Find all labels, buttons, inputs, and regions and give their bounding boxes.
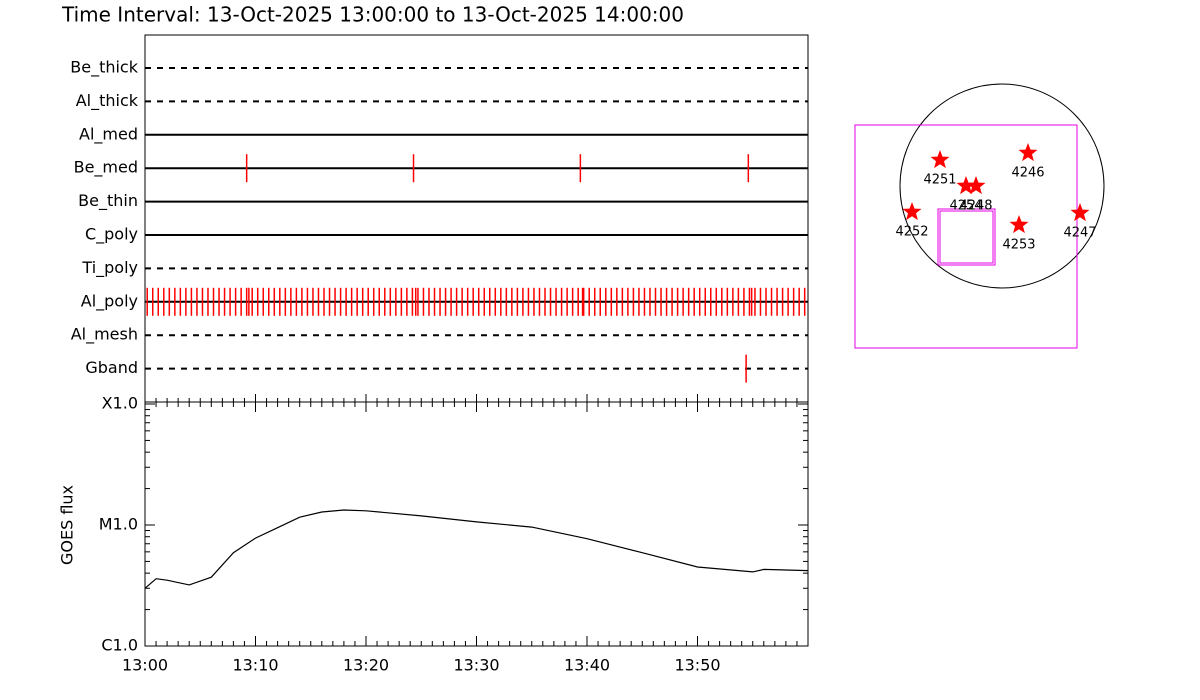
row-label: Be_med (74, 158, 138, 178)
y-tick-label: X1.0 (102, 394, 138, 413)
region-label: 4248 (959, 199, 992, 214)
region-star (1070, 203, 1090, 222)
region-star (930, 150, 950, 169)
region-label: 4247 (1063, 226, 1096, 241)
x-tick-label: 13:00 (122, 656, 168, 675)
x-tick-label: 13:20 (343, 656, 389, 675)
x-tick-label: 13:40 (564, 656, 610, 675)
row-label: Be_thin (78, 191, 138, 211)
field-of-view (854, 124, 1078, 349)
region-label: 4253 (1002, 238, 1035, 253)
solar-disk (899, 83, 1105, 289)
y-axis-label: GOES flux (58, 485, 77, 565)
goes-curve (144, 509, 809, 589)
region-star (966, 176, 986, 195)
row-label: Al_thick (76, 91, 139, 111)
region-star (956, 176, 976, 195)
field-of-view-small (937, 208, 996, 266)
region-label: 4254 (949, 199, 982, 214)
row-label: C_poly (85, 225, 138, 245)
row-label: Be_thick (70, 58, 138, 78)
row-label: Al_mesh (71, 325, 138, 345)
y-tick-label: M1.0 (99, 515, 138, 534)
region-label: 4251 (923, 173, 956, 188)
y-tick-label: C1.0 (101, 636, 138, 655)
title: Time Interval: 13-Oct-2025 13:00:00 to 1… (61, 3, 684, 27)
timeline-frame (144, 34, 809, 403)
region-label: 4246 (1011, 166, 1044, 181)
row-label: Gband (85, 358, 138, 377)
x-tick-label: 13:50 (674, 656, 720, 675)
x-tick-label: 13:10 (232, 656, 278, 675)
region-star (1009, 215, 1029, 234)
goes-frame (144, 401, 809, 647)
row-label: Ti_poly (81, 258, 138, 278)
region-star (1018, 143, 1038, 162)
field-of-view-small (939, 210, 994, 264)
row-label: Al_poly (81, 291, 138, 311)
x-tick-label: 13:30 (453, 656, 499, 675)
region-label: 4252 (895, 225, 928, 240)
region-star (902, 202, 922, 221)
row-label: Al_med (79, 124, 138, 144)
